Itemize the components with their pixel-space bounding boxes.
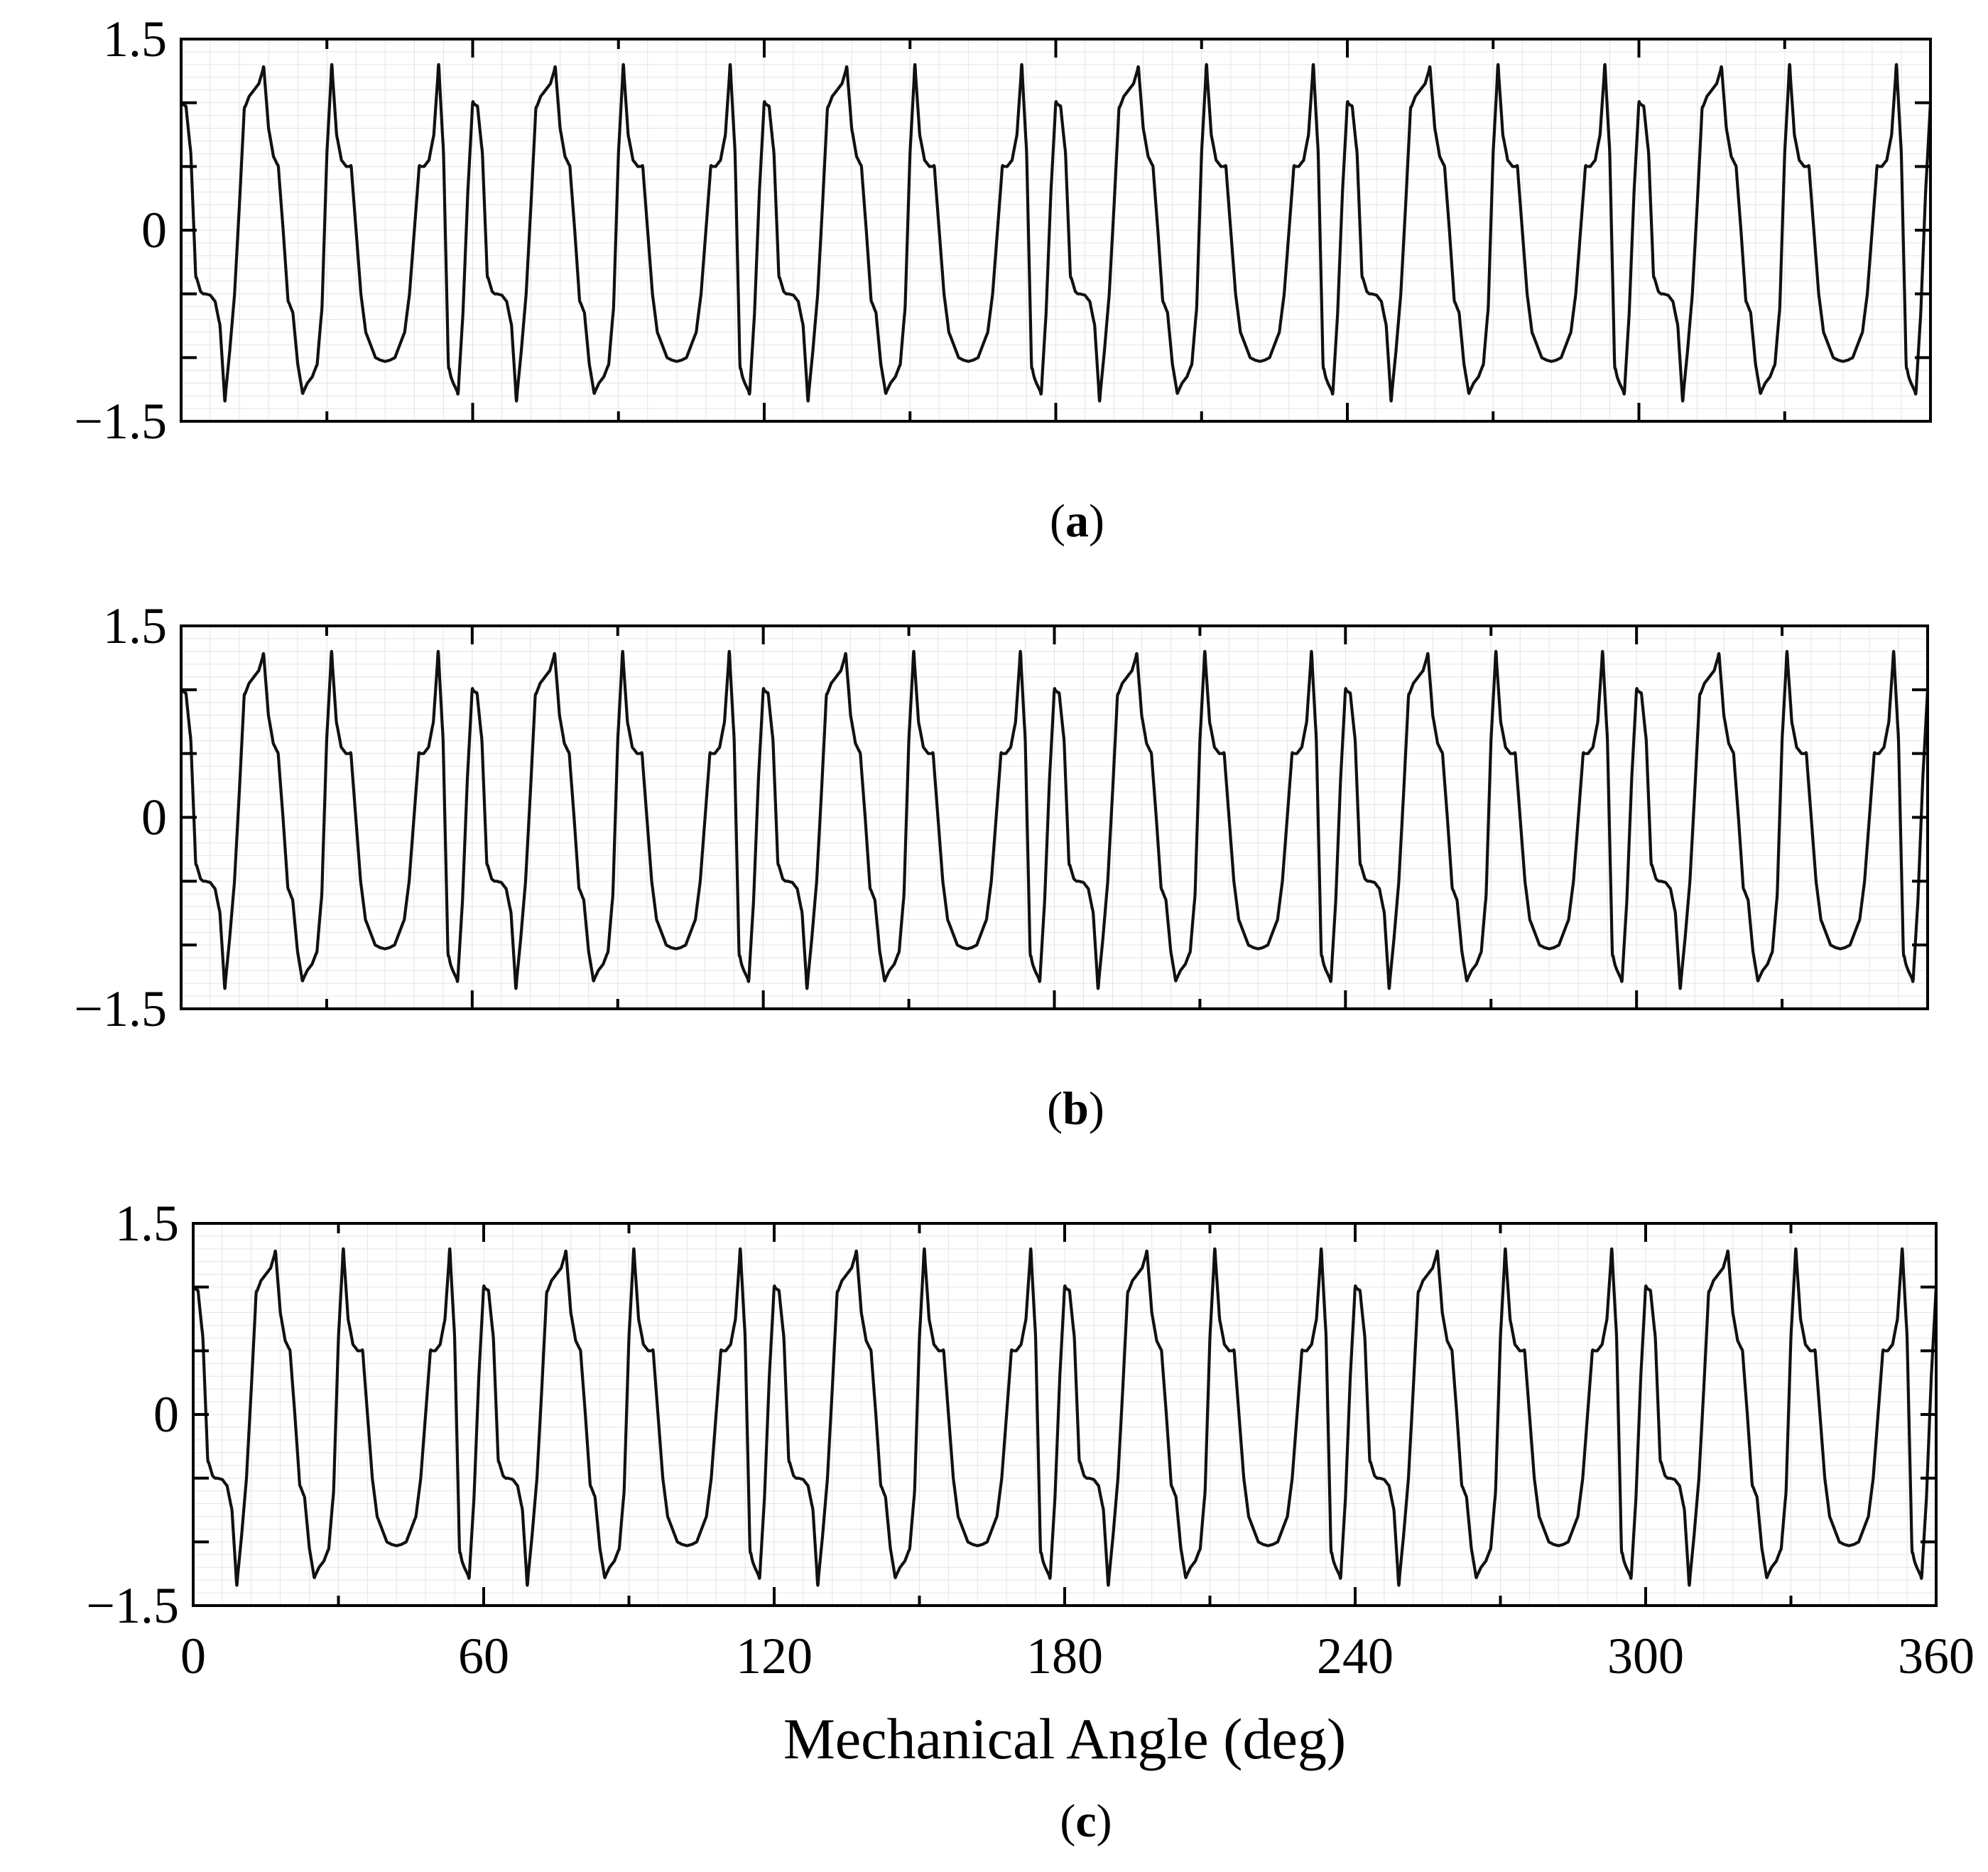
y-tick-label: 0: [141, 789, 167, 846]
y-tick-label: −1.5: [74, 980, 167, 1037]
panel-caption-letter: b: [1063, 1083, 1089, 1135]
grid: [180, 38, 1931, 422]
y-tick-label: 0: [153, 1386, 179, 1443]
x-tick-label: 360: [1898, 1628, 1975, 1684]
y-tick-label: 1.5: [115, 1195, 179, 1252]
panel-caption: (a): [1050, 495, 1104, 547]
series-line: [179, 63, 1933, 403]
panel-caption: (b): [1047, 1083, 1104, 1135]
y-tick-label: −1.5: [86, 1577, 179, 1634]
grid: [192, 1223, 1937, 1606]
panel-caption-letter: a: [1065, 495, 1089, 547]
chart-panel-a: −1.5 0 1.5 (a): [74, 11, 1933, 547]
y-tick-label: 1.5: [103, 597, 167, 654]
y-tick-label: 1.5: [103, 11, 167, 67]
x-tick-label: 300: [1607, 1628, 1684, 1684]
y-tick-label: −1.5: [74, 393, 167, 450]
series-line: [191, 1247, 1938, 1587]
x-tick-label: 120: [736, 1628, 813, 1684]
chart-panel-b: −1.5 0 1.5 (b): [74, 597, 1930, 1135]
grid: [180, 625, 1928, 1010]
x-tick-label: 180: [1026, 1628, 1103, 1684]
x-tick-label: 60: [458, 1628, 509, 1684]
x-tick-label: 240: [1317, 1628, 1394, 1684]
panel-caption-letter: c: [1075, 1795, 1096, 1847]
x-tick-label: 0: [180, 1628, 206, 1684]
y-tick-label: 0: [141, 202, 167, 259]
x-axis-label: Mechanical Angle (deg): [783, 1706, 1346, 1771]
panel-caption: (c): [1060, 1795, 1112, 1847]
series-line: [179, 649, 1930, 990]
